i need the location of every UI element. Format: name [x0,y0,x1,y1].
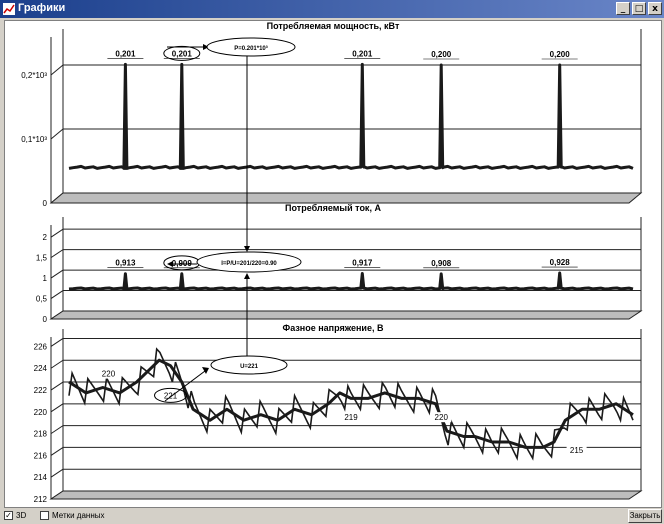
series-line [68,358,634,449]
data-label: 0,928 [550,258,571,267]
data-label: 0,201 [352,49,373,58]
data-label: 0,917 [352,258,373,267]
y-tick-label: 220 [34,408,48,417]
gridline-depth [50,338,64,347]
data-label-bg [160,390,181,401]
y-tick-label: 224 [34,364,48,373]
close-window-button[interactable]: x [648,2,662,15]
gridline-depth [50,446,64,456]
chart-title: Потребляемый ток, А [285,203,381,213]
y-tick-label: 1,5 [36,254,48,263]
y-tick-label: 1 [43,274,48,283]
data-label-bg [98,368,119,379]
arrow-head [203,44,209,50]
gridline-depth [50,381,64,391]
data-label: 219 [344,413,358,422]
chart-panel-3 [49,329,643,500]
data-label: 0,201 [172,49,193,58]
gridline-depth [50,290,64,299]
title-bar[interactable]: Графики _ □ x [0,0,664,18]
y-tick-label: 0 [43,199,48,208]
data-label: 220 [102,370,116,379]
y-tick-label: 216 [34,451,48,460]
gridline-depth [50,128,64,140]
formula-ellipse [206,37,296,57]
series-line [68,62,634,170]
gridline-depth [50,228,64,238]
annotation-layer [164,37,302,402]
chart-title: Фазное напряжение, В [283,323,384,333]
arrow-head [167,261,173,267]
callout-ring [154,387,188,403]
checkbox-3d-label: 3D [16,511,27,520]
data-label: 0,200 [431,50,452,59]
data-label-bg [566,444,587,455]
maximize-button[interactable]: □ [632,2,646,15]
data-label: 0,913 [115,259,136,268]
checkbox-3d-box[interactable]: ✓ [4,511,13,520]
y-tick-label: 214 [34,473,48,482]
charts-area: 0 0,1*10³ 0,2*10³ Потребляемая мощность, кВ… [4,20,662,508]
callout-ring [163,45,201,61]
y-tick-label: 0,5 [36,295,48,304]
chart-floor [49,192,643,204]
data-label: 221 [164,391,178,400]
y-tick-label: 2 [43,233,48,242]
gridline-depth [50,269,64,279]
gridline-depth [50,249,64,259]
bottom-toolbar: ✓ 3D Метки данных Закрыть [0,508,664,524]
data-label-bg [431,412,452,423]
charts-canvas: 0 0,1*10³ 0,2*10³ Потребляемая мощность, кВ… [21,21,643,504]
minimize-button[interactable]: _ [616,2,630,15]
chart-title: Потребляемая мощность, кВт [267,21,400,31]
formula-voltage: U=221 [240,364,259,370]
y-tick-label: 226 [34,342,48,351]
data-label: 0,909 [172,259,193,268]
series-line [68,271,634,291]
arrow-head [244,246,250,252]
gridline-depth [50,468,64,478]
formula-ellipse [196,251,302,273]
formula-ellipse [210,355,288,375]
data-label: 220 [435,413,449,422]
gridline-depth [50,403,64,413]
gridline-depth [50,64,64,76]
data-label-bg [341,412,361,423]
arrow-head [202,367,209,374]
checkbox-data-labels-box[interactable] [40,511,49,520]
gridline-depth [50,359,64,369]
checkbox-data-labels[interactable]: Метки данных [40,511,105,520]
chart-panel-2 [49,217,643,320]
formula-current: I=P/U=201/220=0.90 [221,261,277,267]
y-tick-label: 0,2*10³ [21,71,47,80]
chart-app-icon [3,3,15,15]
checkbox-3d[interactable]: ✓ 3D [4,511,26,520]
annotation-arrow [164,370,206,402]
series-noise [68,347,634,461]
gridline-depth [50,425,64,435]
y-tick-label: 218 [34,430,48,439]
arrow-head [244,273,250,279]
window-title: Графики [18,2,66,14]
y-tick-label: 222 [34,386,48,395]
chart-panel-1 [49,29,643,204]
data-label: 0,908 [431,259,452,268]
data-label: 0,201 [115,49,136,58]
y-tick-label: 0 [43,315,48,324]
formula-power: P=0.201*10³ [234,45,268,52]
data-label: 215 [570,446,584,455]
checkbox-data-labels-label: Метки данных [52,511,105,520]
close-button[interactable]: Закрыть [628,509,662,523]
y-tick-label: 212 [34,495,48,504]
chart-floor [49,310,643,320]
y-tick-label: 0,1*10³ [21,135,47,144]
chart-floor [49,490,643,500]
data-label: 0,200 [550,50,571,59]
